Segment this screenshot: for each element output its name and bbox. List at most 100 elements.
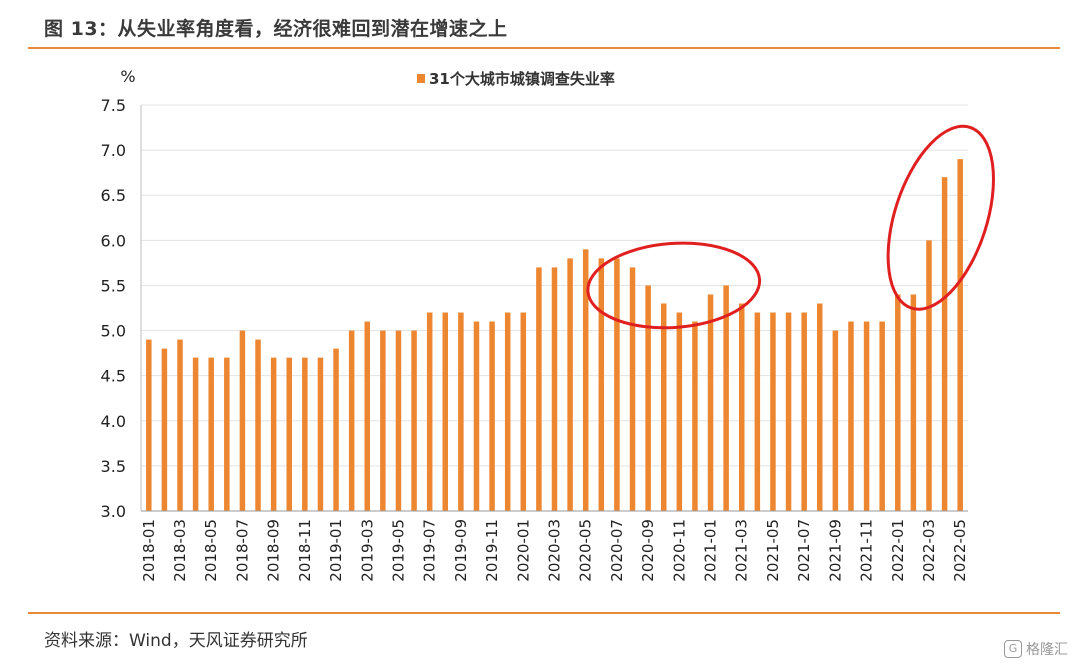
legend-swatch	[417, 74, 425, 83]
highlight-ellipse-2022	[886, 124, 995, 311]
x-tick-label: 2020-09	[639, 519, 657, 582]
x-tick-label: 2018-01	[140, 519, 158, 582]
bar-2019-07	[426, 312, 433, 511]
bar-2019-05	[395, 330, 402, 511]
x-tick-label: 2022-05	[951, 519, 969, 582]
bar-2019-03	[364, 321, 371, 511]
x-tick-label: 2018-11	[296, 519, 314, 582]
bar-2019-12	[504, 312, 511, 511]
y-tick-label: 5.0	[101, 322, 126, 341]
bar-2018-01	[146, 339, 152, 511]
bar-2020-04	[567, 258, 573, 511]
bar-2018-07	[239, 330, 246, 511]
source-note: 资料来源：Wind，天风证券研究所	[44, 631, 308, 651]
x-tick-label: 2021-01	[702, 519, 720, 582]
bar-2020-06	[598, 258, 605, 511]
y-tick-label: 4.5	[101, 367, 126, 386]
x-tick-label: 2021-05	[764, 519, 782, 582]
bar-2020-02	[536, 267, 542, 511]
bar-2022-01	[895, 294, 901, 511]
bar-2021-04	[754, 312, 761, 511]
x-tick-label: 2018-03	[171, 519, 189, 582]
y-tick-label: 4.0	[101, 412, 126, 431]
bar-2018-11	[302, 357, 308, 511]
figure-title: 图 13：从失业率角度看，经济很难回到潜在增速之上	[44, 18, 508, 40]
watermark: G 格隆汇	[1004, 639, 1068, 659]
x-tick-label: 2020-03	[546, 519, 564, 582]
y-tick-label: 7.0	[101, 141, 126, 160]
x-tick-label: 2021-03	[733, 519, 751, 582]
bar-2018-12	[317, 357, 324, 511]
bar-2020-12	[692, 321, 698, 511]
bar-2022-02	[910, 294, 917, 511]
legend-label: 31个大城市城镇调查失业率	[429, 70, 615, 88]
x-tick-label: 2019-11	[483, 519, 501, 582]
bar-2019-01	[333, 348, 339, 511]
x-tick-label: 2019-07	[421, 519, 439, 582]
bar-2019-11	[489, 321, 495, 511]
bar-2022-04	[941, 177, 948, 511]
x-tick-label: 2021-11	[858, 519, 876, 582]
x-tick-label: 2020-05	[577, 519, 595, 582]
bottom-divider	[28, 612, 1060, 614]
x-tick-label: 2020-01	[514, 519, 532, 582]
bar-2021-12	[879, 321, 885, 511]
bar-2020-10	[660, 303, 667, 511]
bar-2021-10	[848, 321, 854, 511]
bar-2020-08	[629, 267, 636, 511]
bar-2020-03	[551, 267, 558, 511]
bar-2019-09	[458, 312, 464, 511]
bar-2021-11	[863, 321, 870, 511]
bar-2021-08	[817, 303, 823, 511]
bar-2021-02	[723, 285, 729, 511]
bar-2022-03	[926, 240, 932, 512]
bar-2022-05	[957, 159, 963, 511]
bar-2018-06	[224, 357, 230, 511]
bar-2020-07	[614, 258, 620, 511]
x-tick-label: 2019-03	[358, 519, 376, 582]
x-tick-label: 2020-11	[670, 519, 688, 582]
y-tick-label: 6.0	[101, 231, 126, 250]
bar-2021-07	[801, 312, 807, 511]
y-tick-label: 6.5	[101, 186, 126, 205]
y-tick-label: 3.0	[101, 502, 126, 521]
x-tick-label: 2018-07	[233, 519, 251, 582]
x-tick-label: 2018-05	[202, 519, 220, 582]
x-tick-label: 2018-09	[265, 519, 283, 582]
x-tick-label: 2019-09	[452, 519, 470, 582]
x-tick-label: 2022-01	[889, 519, 907, 582]
top-divider	[28, 47, 1060, 49]
bar-2018-05	[208, 357, 214, 511]
y-tick-label: 7.5	[101, 96, 126, 115]
watermark-text: 格隆汇	[1026, 642, 1068, 658]
bar-2020-05	[582, 249, 589, 511]
x-tick-label: 2019-05	[389, 519, 407, 582]
bar-2018-03	[177, 339, 183, 511]
bar-2020-09	[645, 285, 651, 511]
bar-2018-04	[192, 357, 199, 511]
highlight-ellipse-2020	[586, 241, 762, 330]
bar-2018-10	[286, 357, 292, 511]
bar-2018-08	[255, 339, 261, 511]
bar-2021-05	[770, 312, 776, 511]
bar-2021-06	[785, 312, 792, 511]
bar-2021-03	[738, 303, 745, 511]
y-axis-unit-label: %	[120, 67, 135, 86]
bar-2021-01	[707, 294, 714, 511]
bar-2019-06	[411, 330, 417, 511]
bar-2019-04	[380, 330, 386, 511]
x-tick-label: 2021-09	[826, 519, 844, 582]
y-tick-label: 5.5	[101, 276, 126, 295]
y-tick-label: 3.5	[101, 457, 126, 476]
bar-2021-09	[832, 330, 839, 511]
bar-2019-02	[348, 330, 355, 511]
x-tick-label: 2021-07	[795, 519, 813, 582]
bar-2019-08	[442, 312, 449, 511]
x-tick-label: 2020-07	[608, 519, 626, 582]
bar-2018-02	[161, 348, 168, 511]
x-tick-label: 2019-01	[327, 519, 345, 582]
bar-2018-09	[270, 357, 277, 511]
bar-2019-10	[473, 321, 480, 511]
watermark-logo-icon: G	[1004, 640, 1022, 658]
bar-2020-01	[520, 312, 527, 511]
